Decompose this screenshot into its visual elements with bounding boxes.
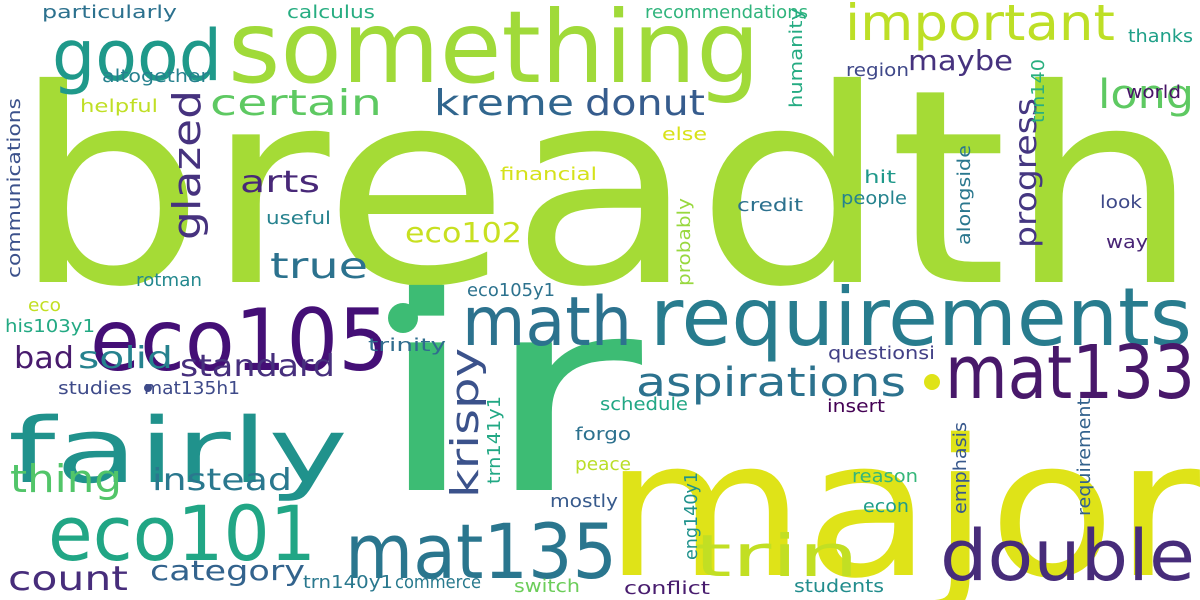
word-schedule: schedule [600,394,688,415]
word-econ: econ [863,496,909,517]
word-thing: thing [10,457,122,501]
glyph-dot [388,303,418,333]
word-mat135h1: mat135h1 [144,378,240,399]
word-people: people [841,188,907,209]
word-probably: probably [674,198,695,286]
word-important: important [845,0,1115,52]
word-students: students [794,576,884,597]
word-forgo: forgo [575,424,631,445]
word-reason: reason [852,466,918,487]
word-major: major [604,399,1200,600]
word-math: math [462,283,632,362]
word-trin: trin [694,522,859,590]
glyph-dot [144,384,152,392]
word-alongside: alongside [954,145,975,245]
word-trn141y1: trn141y1 [484,396,505,484]
word-category: category [150,554,305,587]
word-financial: financial [500,164,597,185]
word-double: double [940,515,1195,597]
word-studies: studies [58,378,132,399]
word-fairly: fairly [8,399,348,504]
word-else: else [662,124,707,145]
word-communications: communications [4,98,25,278]
word-good: good [52,15,222,97]
word-rotman: rotman [136,270,202,291]
word-true: true [270,246,368,287]
word-hit: hit [864,167,896,188]
word-useful: useful [266,208,331,229]
word-calculus: calculus [287,2,375,23]
word-donut: donut [585,83,705,124]
word-breadth: breadth [12,31,1200,346]
word-switch: switch [514,576,580,597]
word-ir: ir [372,239,646,554]
word-eco101: eco101 [48,489,316,578]
word-thanks: thanks [1128,26,1193,47]
word-trn140y1: trn140y1 [303,572,393,593]
word-kreme: kreme [434,83,574,124]
glyph-dot [924,374,940,390]
word-long: long [1098,72,1194,118]
word-progress: progress [1009,98,1044,248]
word-region: region [846,60,909,81]
word-credit: credit [737,195,803,216]
word-his103y1: his103y1 [5,316,95,337]
word-glazed: glazed [165,90,209,240]
word-mat135: mat135 [345,507,617,596]
word-certain: certain [210,83,382,124]
word-aspirations: aspirations [636,360,906,406]
word-eng140y1: eng140y1 [681,472,702,560]
word-count: count [8,559,128,599]
word-eco105: eco105 [90,291,390,391]
word-something: something [228,0,760,106]
word-conflict: conflict [624,578,710,599]
word-altogether: altogether [102,66,210,87]
word-world: world [1126,82,1181,103]
word-peace: peace [575,454,631,475]
word-humanity: humanity [786,8,807,108]
word-eco105y1: eco105y1 [467,280,555,301]
word-trinity: trinity [368,335,447,356]
word-requirement: requirement [1074,398,1095,516]
word-helpful: helpful [80,96,158,117]
word-mostly: mostly [550,491,618,512]
word-look: look [1100,192,1143,213]
word-maybe: maybe [908,44,1013,77]
word-krispy: krispy [443,348,487,498]
word-particularly: particularly [42,2,177,23]
word-requirements: requirements [650,271,1192,364]
word-insert: insert [827,396,885,417]
word-bad: bad [14,341,74,376]
word-mat133: mat133 [945,330,1195,416]
word-commerce: commerce [395,572,481,593]
word-solid: solid [78,341,173,376]
word-standard: standard [180,349,335,384]
word-questionsi: questionsi [828,343,935,364]
word-instead: instead [152,463,292,498]
word-eco102: eco102 [405,216,522,249]
word-eco: eco [28,295,61,316]
word-recommendations: recommendations [645,2,808,23]
word-arts: arts [240,165,320,200]
word-trn140: trn140 [1028,59,1049,123]
word-way: way [1106,232,1148,253]
word-emphasis: emphasis [950,422,971,514]
